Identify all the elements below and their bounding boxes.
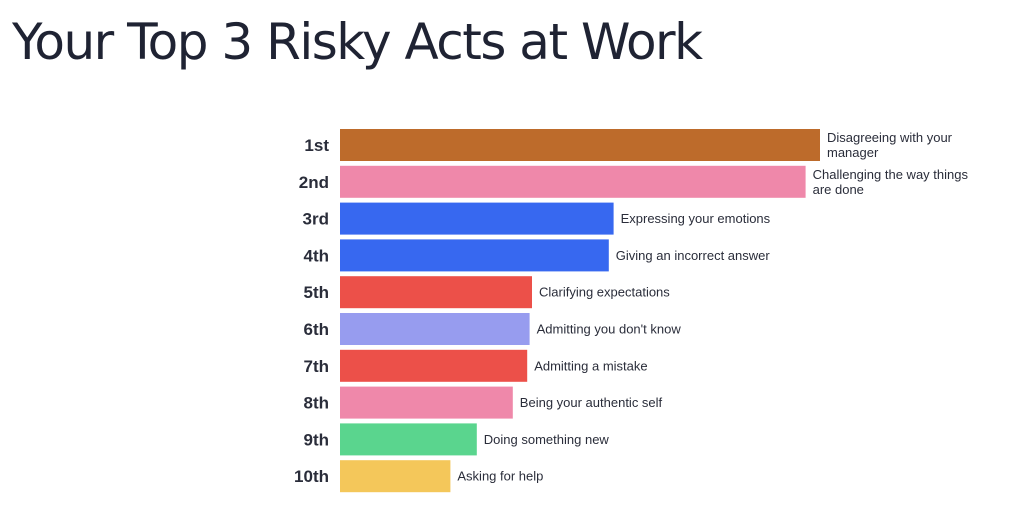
bar-4th <box>340 239 609 272</box>
rank-label: 7th <box>304 357 330 376</box>
rank-label: 2nd <box>299 173 329 192</box>
rank-label: 9th <box>304 430 330 449</box>
bar-label: Being your authentic self <box>520 395 663 410</box>
bar-label-line: Being your authentic self <box>520 395 663 410</box>
rank-label: 1st <box>304 136 329 155</box>
bar-label-line: Challenging the way things <box>813 167 969 182</box>
bar-label: Giving an incorrect answer <box>616 248 771 263</box>
bar-label-line: Asking for help <box>457 469 543 484</box>
rank-label: 3rd <box>303 210 329 229</box>
rank-label: 4th <box>304 246 330 265</box>
bar-3rd <box>340 202 614 235</box>
bar-label: Disagreeing with your manager <box>827 130 953 160</box>
rank-label: 10th <box>294 467 329 486</box>
bar-2nd <box>340 165 806 198</box>
bar-label: Clarifying expectations <box>539 285 670 300</box>
bar-label-line: manager <box>827 145 879 160</box>
bar-label-line: Giving an incorrect answer <box>616 248 771 263</box>
bar-8th <box>340 386 513 419</box>
bar-7th <box>340 349 528 382</box>
bar-5th <box>340 276 532 309</box>
bar-label-line: Expressing your emotions <box>621 211 771 226</box>
bar-label: Admitting you don't know <box>537 322 682 337</box>
rank-label: 5th <box>304 283 330 302</box>
bar-label: Admitting a mistake <box>534 358 647 373</box>
rank-label: 8th <box>304 394 330 413</box>
bar-label: Challenging the way things are done <box>813 167 969 197</box>
bar-label-line: are done <box>813 182 864 197</box>
bar-1st <box>340 129 820 161</box>
bar-label-line: Disagreeing with your <box>827 130 953 145</box>
bar-label-line: Doing something new <box>484 432 610 447</box>
chart-title: Your Top 3 Risky Acts at Work <box>12 13 703 71</box>
bar-10th <box>340 460 451 493</box>
bar-6th <box>340 313 530 345</box>
bar-label: Doing something new <box>484 432 610 447</box>
bar-9th <box>340 423 477 456</box>
bar-label-line: Clarifying expectations <box>539 285 670 300</box>
bar-label: Asking for help <box>457 469 543 484</box>
bar-label: Expressing your emotions <box>621 211 771 226</box>
bar-label-line: Admitting a mistake <box>534 358 647 373</box>
rank-label: 6th <box>304 320 330 339</box>
bar-label-line: Admitting you don't know <box>537 322 682 337</box>
